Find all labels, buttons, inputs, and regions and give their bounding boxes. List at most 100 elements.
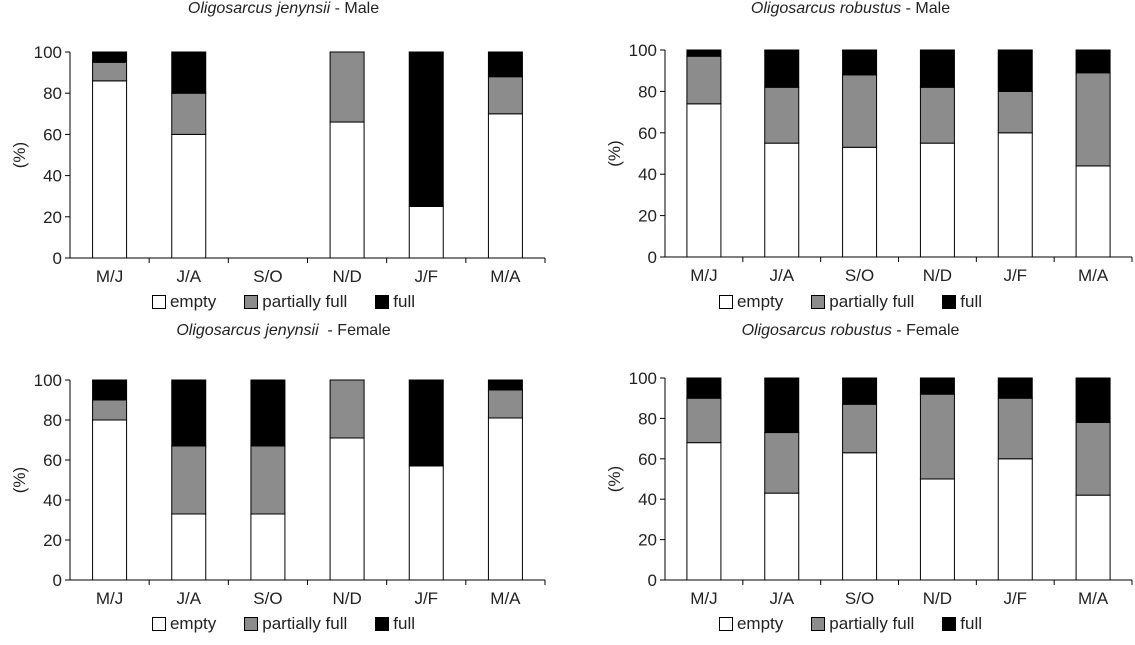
- bar-segment-full: [997, 377, 1033, 399]
- legend-swatch: [942, 295, 957, 309]
- bar-segment-full: [842, 49, 878, 76]
- legend-label: empty: [736, 292, 784, 311]
- bar-segment-partially-full: [842, 403, 878, 454]
- x-tick-label: M/J: [690, 589, 717, 608]
- legend: empty partially full full: [0, 614, 567, 634]
- legend-label: full: [393, 614, 416, 633]
- legend-label: empty: [169, 614, 217, 633]
- y-tick-label: 100: [629, 369, 657, 388]
- bar-segment-partially-full: [919, 86, 955, 144]
- bar-segment-partially-full: [919, 393, 955, 480]
- y-tick-label: 80: [638, 82, 657, 101]
- chart-panel-robustus-female: Oligosarcus robustus - Female 0 20 40 60 80 1…: [567, 322, 1134, 644]
- y-tick-label: 40: [638, 490, 657, 509]
- x-tick-label: J/F: [414, 589, 438, 608]
- y-tick-label: 20: [638, 207, 657, 226]
- x-tick-label: N/D: [923, 266, 952, 285]
- bar-segment-empty: [92, 80, 128, 259]
- legend-label: partially full: [829, 292, 915, 311]
- bar-segment-full: [1075, 49, 1111, 74]
- legend-entry-full: full: [375, 292, 415, 312]
- legend-label: full: [960, 614, 983, 633]
- legend-label: full: [393, 292, 416, 311]
- bar-segment-full: [250, 379, 286, 447]
- bar-segment-full: [408, 379, 444, 467]
- legend-entry-partially-full: partially full: [811, 614, 914, 634]
- title-species: Oligosarcus robustus: [750, 0, 902, 17]
- y-tick-label: 20: [638, 531, 657, 550]
- bar-segment-full: [1075, 377, 1111, 423]
- bar-segment-full: [919, 377, 955, 395]
- title-suffix: - Male: [901, 0, 951, 17]
- chart-panel-robustus-male: Oligosarcus robustus - Male 0 20 40 60 80 100…: [567, 0, 1134, 322]
- bar-segment-empty: [329, 437, 365, 581]
- title-species: Oligosarcus jenynsii: [187, 0, 331, 17]
- bar-segment-full: [408, 51, 444, 207]
- bar-segment-partially-full: [997, 90, 1033, 134]
- y-tick-label: 0: [648, 248, 657, 267]
- legend-label: empty: [169, 292, 217, 311]
- legend-swatch: [151, 617, 166, 631]
- x-tick-label: S/O: [253, 589, 282, 608]
- legend-entry-partially-full: partially full: [244, 614, 347, 634]
- bar-segment-empty: [250, 513, 286, 581]
- bar-segment-full: [171, 51, 207, 94]
- x-tick-label: M/J: [96, 267, 123, 286]
- bar-segment-partially-full: [1075, 72, 1111, 167]
- bar-segment-empty: [842, 146, 878, 258]
- bar-segment-full: [842, 377, 878, 405]
- bar-segment-empty: [92, 419, 128, 581]
- bar-segment-empty: [408, 465, 444, 581]
- chart-svg: 0 20 40 60 80 100 (%) M/J J/A S/O N/D J/F M/A: [10, 43, 546, 286]
- bar-segment-empty: [919, 478, 955, 581]
- bar-segment-full: [92, 379, 128, 401]
- legend-entry-full: full: [942, 292, 982, 312]
- bar-segment-partially-full: [764, 432, 800, 494]
- y-axis-label: (%): [605, 140, 624, 166]
- bar-segment-empty: [1075, 494, 1111, 581]
- x-tick-label: J/A: [769, 266, 794, 285]
- x-tick-label: S/O: [845, 266, 874, 285]
- legend-entry-full: full: [942, 614, 982, 634]
- legend-label: full: [960, 292, 983, 311]
- bar-segment-full: [686, 49, 722, 57]
- y-tick-label: 0: [648, 571, 657, 590]
- bar-segment-empty: [764, 492, 800, 581]
- title-suffix: - Female: [318, 322, 391, 339]
- x-tick-label: M/J: [96, 589, 123, 608]
- bar-segment-full: [487, 51, 523, 78]
- bar-segment-full: [764, 49, 800, 88]
- x-tick-label: J/A: [176, 589, 201, 608]
- y-tick-label: 0: [53, 249, 62, 268]
- legend-swatch: [942, 617, 957, 631]
- y-tick-label: 60: [43, 451, 62, 470]
- y-tick-label: 60: [638, 450, 657, 469]
- chart-svg: 0 20 40 60 80 100 (%) M/J J/A S/O N/D J/F M/A: [605, 41, 1133, 285]
- x-tick-label: M/A: [1078, 589, 1109, 608]
- bar-segment-partially-full: [329, 379, 365, 439]
- bar-segment-empty: [997, 458, 1033, 581]
- y-tick-label: 40: [43, 167, 62, 186]
- legend-entry-partially-full: partially full: [244, 292, 347, 312]
- y-tick-label: 60: [638, 124, 657, 143]
- x-tick-label: J/F: [1003, 589, 1027, 608]
- legend-entry-empty: empty: [151, 292, 217, 312]
- bar-segment-empty: [919, 142, 955, 258]
- x-tick-label: J/F: [1003, 266, 1027, 285]
- y-tick-label: 20: [43, 531, 62, 550]
- y-tick-label: 80: [638, 409, 657, 428]
- bar-segment-empty: [686, 442, 722, 581]
- bar-segment-empty: [764, 142, 800, 258]
- title-species: Oligosarcus jenynsii: [176, 322, 319, 339]
- bar-segment-partially-full: [171, 445, 207, 515]
- x-tick-label: N/D: [332, 267, 361, 286]
- legend-swatch: [718, 295, 733, 309]
- legend-label: partially full: [262, 614, 348, 633]
- bar-segment-partially-full: [329, 51, 365, 123]
- bar-segment-partially-full: [92, 399, 128, 421]
- bar-segment-partially-full: [92, 61, 128, 82]
- x-tick-label: M/A: [490, 589, 521, 608]
- bar-segment-partially-full: [250, 445, 286, 515]
- x-tick-label: N/D: [923, 589, 952, 608]
